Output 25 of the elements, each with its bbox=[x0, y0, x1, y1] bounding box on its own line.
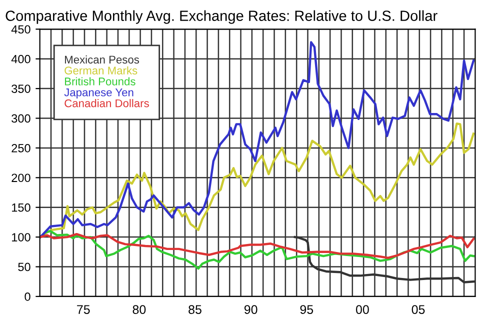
y-tick-label: 50 bbox=[18, 262, 30, 272]
y-tick-label: 100 bbox=[12, 233, 30, 242]
y-tick-label: 200 bbox=[12, 174, 30, 182]
x-tick-label: 05 bbox=[412, 305, 425, 314]
y-tick-label: 400 bbox=[11, 54, 30, 64]
x-tick-label: 80 bbox=[132, 305, 146, 314]
y-tick-label: 350 bbox=[12, 84, 30, 93]
x-tick-label: 90 bbox=[244, 305, 258, 314]
y-tick-label: 450 bbox=[11, 25, 30, 34]
x-tick-label: 95 bbox=[300, 305, 314, 314]
y-tick-label: 250 bbox=[12, 144, 30, 152]
line-series bbox=[40, 41, 475, 238]
line-series bbox=[40, 232, 475, 259]
y-tick-label: 150 bbox=[12, 203, 30, 212]
text: Mexican Pesos bbox=[65, 55, 140, 64]
y-tick-label: 0 bbox=[24, 292, 30, 301]
text: Canadian Dollars bbox=[64, 99, 149, 108]
x-tick-label: 85 bbox=[188, 305, 202, 314]
y-tick-label: 300 bbox=[12, 114, 30, 123]
text: Japanese Yen bbox=[64, 88, 134, 99]
chart-title: Comparative Monthly Avg. Exchange Rates: Relative to U.S. Dollar bbox=[6, 10, 438, 24]
x-tick-label: 00 bbox=[356, 305, 369, 314]
text: German Marks bbox=[64, 66, 138, 74]
text: British Pounds bbox=[65, 77, 136, 86]
x-tick-label: 75 bbox=[77, 305, 90, 314]
